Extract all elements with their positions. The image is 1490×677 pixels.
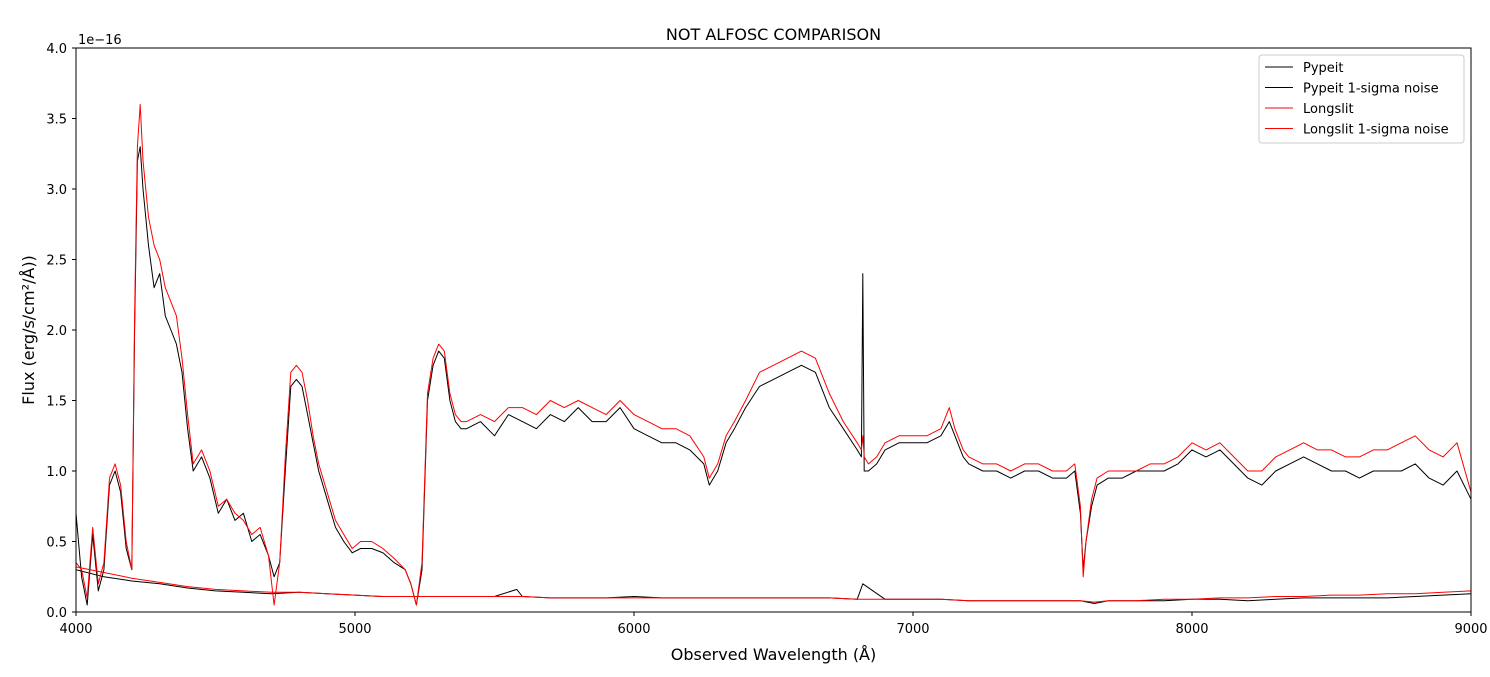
legend-label: Longslit 1-sigma noise: [1303, 123, 1449, 138]
series-line-pypeit-1-sigma-noise: [76, 569, 1471, 604]
legend-label: Pypeit 1-sigma noise: [1303, 82, 1439, 97]
y-tick-label: 2.0: [46, 324, 67, 339]
x-axis-label: Observed Wavelength (Å): [671, 645, 877, 664]
series-line-longslit-1-sigma-noise: [76, 566, 1471, 603]
y-axis-offset-label: 1e−16: [78, 33, 122, 48]
legend-label: Pypeit: [1303, 61, 1344, 76]
y-tick-label: 3.0: [46, 183, 67, 198]
series-layer: [76, 103, 1471, 606]
x-tick-label: 9000: [1454, 622, 1487, 637]
x-tick-label: 6000: [617, 622, 650, 637]
legend-label: Longslit: [1303, 102, 1354, 117]
y-axis-label: Flux (erg/s/cm²/Å)): [19, 255, 38, 405]
x-tick-label: 7000: [896, 622, 929, 637]
x-tick-label: 8000: [1175, 622, 1208, 637]
x-tick-label: 5000: [338, 622, 371, 637]
y-tick-label: 0.5: [46, 536, 67, 551]
series-line-pypeit: [76, 146, 1471, 606]
legend: Pypeit Pypeit 1-sigma noise Longslit Longsl…: [1258, 54, 1465, 144]
y-tick-label: 4.0: [46, 42, 67, 57]
y-tick-label: 1.5: [46, 395, 67, 410]
y-tick-label: 2.5: [46, 254, 67, 269]
y-tick-label: 3.5: [46, 113, 67, 128]
x-axis: 4000 5000 6000 7000 8000 9000: [59, 612, 1488, 637]
y-axis: 0.0 0.5 1.0 1.5 2.0 2.5 3.0 3.5 4.0: [46, 42, 76, 621]
y-tick-label: 0.0: [46, 606, 67, 621]
x-tick-label: 4000: [59, 622, 92, 637]
series-line-longslit: [76, 103, 1471, 606]
y-tick-label: 1.0: [46, 465, 67, 480]
chart-title: NOT ALFOSC COMPARISON: [666, 25, 881, 44]
legend-box: [1258, 54, 1465, 144]
